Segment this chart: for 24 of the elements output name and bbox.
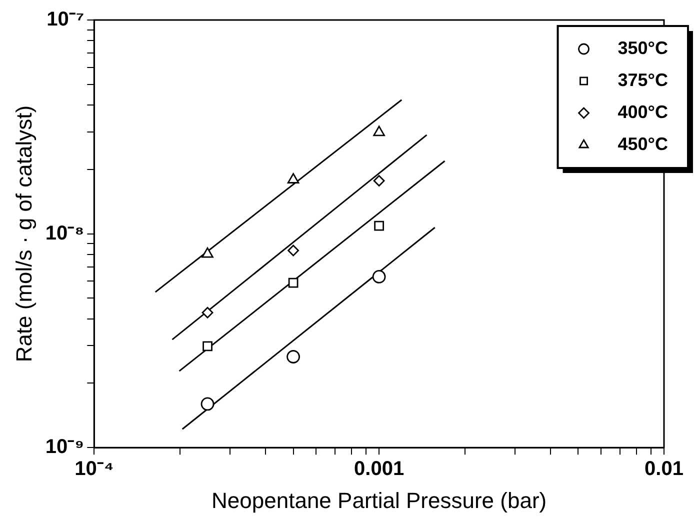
point (373, 175, 385, 186)
legend-label: 350°C (618, 38, 668, 58)
point (287, 173, 300, 184)
x-tick-label: 0.01 (644, 458, 684, 480)
point (286, 350, 300, 364)
point (202, 341, 212, 352)
legend-label: 450°C (618, 134, 668, 154)
x-axis-title: Neopentane Partial Pressure (bar) (212, 488, 547, 513)
point (202, 247, 214, 258)
x-tick-label: 0.001 (354, 458, 404, 480)
point (288, 278, 298, 288)
y-axis-title: Rate (mol/s · g of catalyst) (11, 105, 36, 362)
legend-label: 375°C (618, 70, 668, 90)
y-tick-label: 10⁻⁸ (45, 222, 84, 244)
y-tick-label: 10⁻⁷ (46, 8, 84, 31)
x-tick-label: 10⁻⁴ (74, 458, 114, 480)
point (288, 244, 299, 256)
y-tick-label: 10⁻⁹ (45, 436, 84, 458)
point (202, 306, 214, 318)
point (372, 270, 386, 284)
point (373, 126, 385, 136)
legend-label: 400°C (618, 102, 668, 122)
point (374, 220, 384, 231)
point (200, 397, 214, 411)
